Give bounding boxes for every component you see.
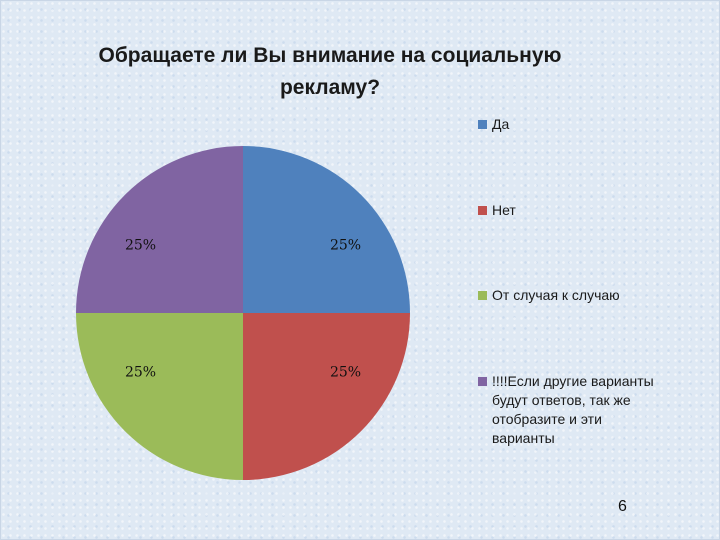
pie-slice-2	[243, 313, 410, 480]
slice-label-2: 25%	[330, 365, 361, 381]
slice-label-4: 25%	[125, 237, 156, 253]
pie-slice-3	[76, 313, 243, 480]
legend-swatch-3	[478, 291, 487, 300]
page-number: 6	[618, 498, 627, 515]
legend-swatch-4	[478, 377, 487, 386]
legend-label-3-line-1: От случая к случаю	[492, 287, 620, 303]
chart-title-line-1: Обращаете ли Вы внимание на социальную	[98, 44, 562, 67]
legend-label-4-line-2: будут ответов, так же	[492, 392, 631, 408]
slice-label-3: 25%	[125, 365, 156, 381]
chart-title: Обращаете ли Вы внимание на социальную р…	[60, 40, 600, 104]
legend-swatch-1	[478, 120, 487, 129]
legend-label-4-line-1: !!!!Если другие варианты	[492, 373, 654, 389]
legend-label-2: Нет	[492, 201, 702, 220]
legend-label-3: От случая к случаю	[492, 286, 702, 305]
legend-swatch-2	[478, 206, 487, 215]
pie-slice-4	[76, 146, 243, 313]
chart-title-line-2: рекламу?	[279, 76, 381, 99]
legend-label-4-line-4: варианты	[492, 430, 555, 446]
legend-label-4-line-3: отобразите и эти	[492, 411, 602, 427]
slice-label-1: 25%	[330, 237, 361, 253]
pie-slice-1	[243, 146, 410, 313]
legend-label-4: !!!!Если другие варианты будут ответов, т…	[492, 372, 702, 448]
legend-label-2-line-1: Нет	[492, 202, 516, 218]
legend-label-1: Да	[492, 115, 702, 134]
legend-label-1-line-1: Да	[492, 116, 510, 132]
